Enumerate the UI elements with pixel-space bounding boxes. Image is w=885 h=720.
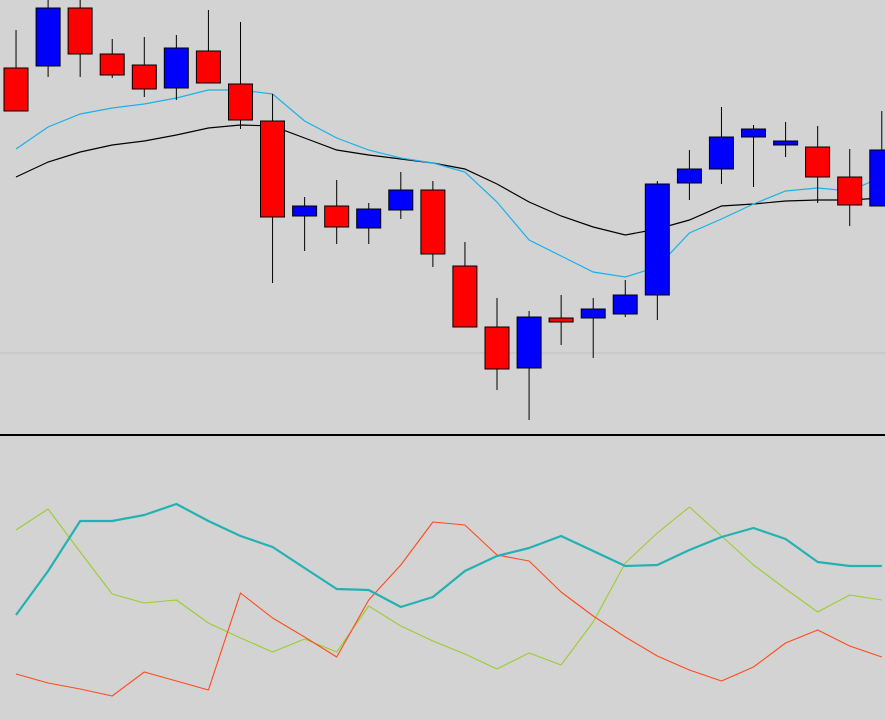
bearish-candle [324,180,350,244]
candle-body [228,83,253,121]
bearish-candle [99,39,125,78]
bearish-candle [484,298,510,390]
bullish-candle [35,0,61,77]
candle-body [548,317,574,323]
candle-body [805,146,831,178]
indicator-main-line [15,502,882,616]
indicator-lines-layer [15,502,882,697]
candle-body [773,140,799,146]
bearish-candle [195,10,221,84]
panel-separator[interactable] [0,434,885,436]
indicator-signal-line-b [15,521,882,697]
bearish-candle [420,181,446,267]
indicator-signal-line-a [15,506,882,670]
bearish-candle [805,126,831,203]
indicator-panel[interactable] [0,437,885,720]
bullish-candle [644,181,670,320]
candle-body [612,294,638,315]
candle-body [580,308,606,319]
candle-body [195,50,221,84]
candle-body [163,47,189,89]
bullish-candle [676,150,702,200]
candle-body [837,176,863,206]
bearish-candle [67,0,93,77]
price-panel[interactable] [0,0,885,435]
bullish-candle [292,197,318,251]
bullish-candle [612,280,638,317]
bearish-candle [452,242,478,328]
candle-body [35,7,61,67]
candle-body [67,7,93,55]
bullish-candle [741,125,766,187]
bullish-candle [708,107,734,184]
candle-body [869,149,885,207]
fast-moving-average-line [15,89,885,278]
bullish-candle [163,35,189,100]
bearish-candle [131,37,157,97]
candles-layer [3,0,885,420]
candle-body [708,136,734,170]
candle-body [324,205,350,228]
candle-body [388,189,414,211]
candle-body [420,189,446,255]
bearish-candle [548,295,574,345]
candle-body [131,64,157,90]
candle-body [292,205,318,217]
candle-body [644,183,670,296]
slow-moving-average-line [15,124,885,236]
candle-body [356,208,382,229]
candle-body [99,53,125,76]
bullish-candle [869,111,885,207]
bullish-candle [356,203,382,244]
candle-body [676,168,702,184]
bullish-candle [516,311,542,420]
candle-body [741,128,766,138]
bullish-candle [388,172,414,219]
candle-body [516,316,542,369]
bearish-candle [228,22,253,129]
bearish-candle [3,30,29,112]
moving-average-layer [15,89,885,278]
candle-body [452,265,478,328]
bullish-candle [580,298,606,358]
bullish-candle [773,122,799,157]
bearish-candle [260,94,285,283]
candle-body [260,120,285,218]
candle-body [484,326,510,370]
candle-body [3,67,29,112]
bearish-candle [837,149,863,226]
